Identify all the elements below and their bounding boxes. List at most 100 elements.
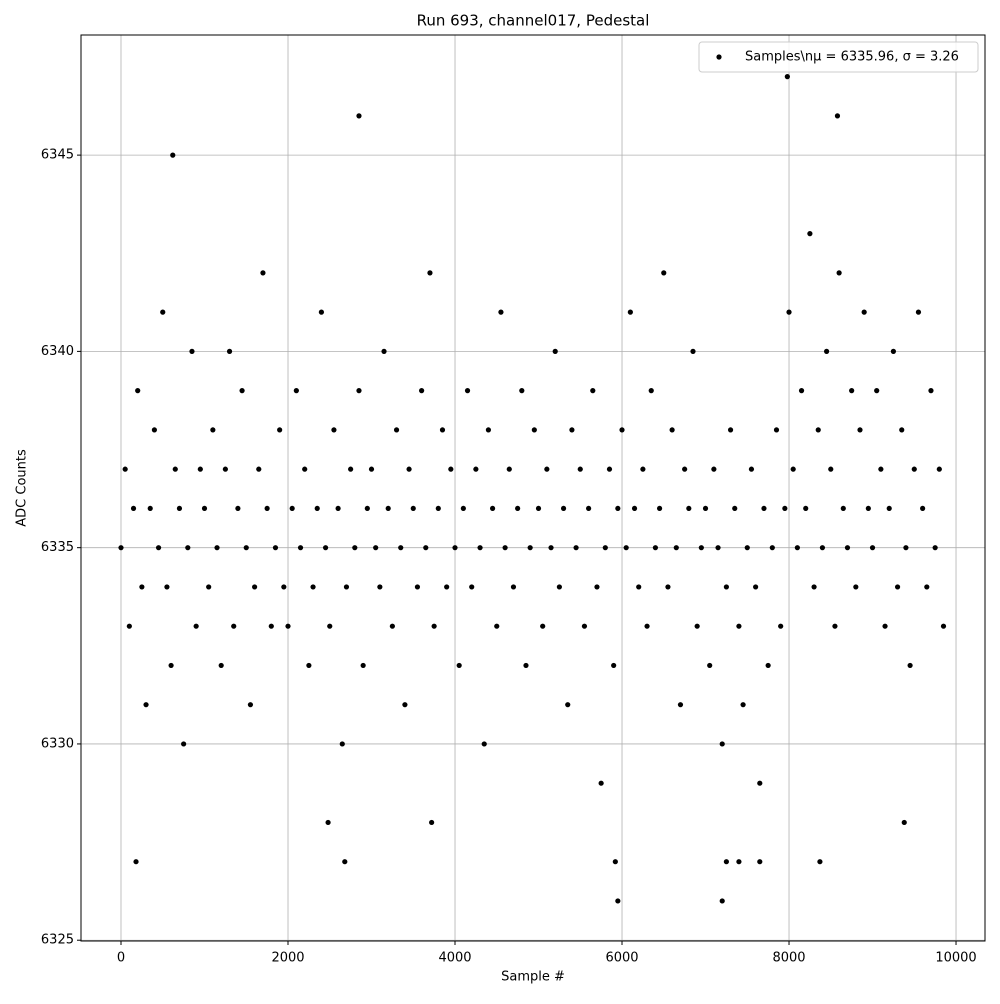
- point: [861, 309, 867, 315]
- point: [702, 505, 709, 512]
- point: [623, 545, 629, 551]
- y-tick-label: 6340: [41, 344, 74, 359]
- point: [882, 623, 888, 629]
- point: [715, 545, 721, 551]
- point: [189, 348, 195, 354]
- point: [698, 545, 704, 551]
- point: [602, 545, 608, 551]
- point: [122, 466, 128, 472]
- point: [719, 741, 725, 747]
- point: [502, 545, 508, 551]
- point: [707, 662, 713, 669]
- point: [920, 505, 926, 512]
- point: [206, 584, 212, 590]
- point: [740, 702, 746, 708]
- point: [469, 584, 475, 590]
- point: [615, 898, 621, 904]
- point: [343, 584, 350, 590]
- point: [306, 662, 312, 669]
- point: [247, 702, 254, 708]
- point: [744, 545, 750, 551]
- point: [531, 427, 537, 433]
- point: [385, 505, 391, 512]
- point: [410, 505, 416, 512]
- point: [325, 819, 331, 826]
- point: [364, 505, 370, 512]
- point: [640, 466, 646, 472]
- point: [890, 348, 896, 354]
- point: [285, 623, 291, 629]
- point: [226, 348, 233, 354]
- point: [606, 466, 613, 472]
- point: [252, 584, 258, 590]
- point: [339, 741, 345, 747]
- legend-label: Samples\nμ = 6335.96, σ = 3.26: [745, 50, 959, 65]
- point: [686, 505, 692, 512]
- point: [356, 113, 362, 119]
- point: [936, 466, 942, 472]
- point: [611, 662, 617, 669]
- point: [214, 545, 220, 551]
- point: [844, 545, 851, 551]
- point: [239, 388, 245, 394]
- point: [281, 584, 287, 590]
- point: [581, 623, 588, 629]
- point: [170, 152, 176, 158]
- point: [126, 623, 132, 629]
- point: [519, 388, 525, 394]
- point: [644, 623, 650, 629]
- point: [615, 505, 621, 512]
- point: [815, 427, 821, 433]
- point: [176, 505, 183, 512]
- point: [342, 859, 348, 865]
- point: [673, 545, 679, 551]
- point: [322, 545, 329, 551]
- point: [719, 898, 725, 904]
- legend-marker: [716, 54, 722, 60]
- point: [565, 702, 571, 708]
- point: [489, 505, 496, 512]
- point: [924, 584, 930, 590]
- point: [297, 545, 304, 551]
- point: [817, 859, 823, 865]
- point: [811, 584, 817, 590]
- point: [832, 623, 838, 629]
- point: [160, 309, 166, 315]
- point: [452, 545, 458, 551]
- point: [778, 623, 784, 629]
- point: [164, 584, 170, 590]
- point: [460, 505, 466, 512]
- point: [765, 662, 771, 669]
- y-tick-label: 6345: [41, 148, 74, 163]
- point: [828, 466, 834, 472]
- point: [723, 859, 729, 865]
- point: [477, 545, 483, 551]
- point: [318, 309, 325, 315]
- x-tick-label: 10000: [935, 951, 976, 966]
- point: [151, 427, 157, 433]
- point: [682, 466, 688, 472]
- point: [256, 466, 262, 472]
- point: [435, 505, 441, 512]
- y-tick-label: 6325: [41, 933, 74, 948]
- point: [753, 584, 759, 590]
- point: [210, 427, 216, 433]
- point: [268, 623, 274, 629]
- point: [569, 427, 575, 433]
- point: [732, 505, 738, 512]
- point: [648, 388, 654, 394]
- point: [293, 388, 299, 394]
- point: [694, 623, 700, 629]
- point: [360, 662, 366, 669]
- point: [118, 545, 124, 551]
- point: [414, 584, 421, 590]
- point: [857, 427, 863, 433]
- point: [849, 388, 855, 394]
- x-axis-label: Sample #: [501, 970, 565, 985]
- point: [911, 466, 917, 472]
- point: [798, 388, 805, 394]
- point: [402, 702, 408, 708]
- point: [523, 662, 529, 669]
